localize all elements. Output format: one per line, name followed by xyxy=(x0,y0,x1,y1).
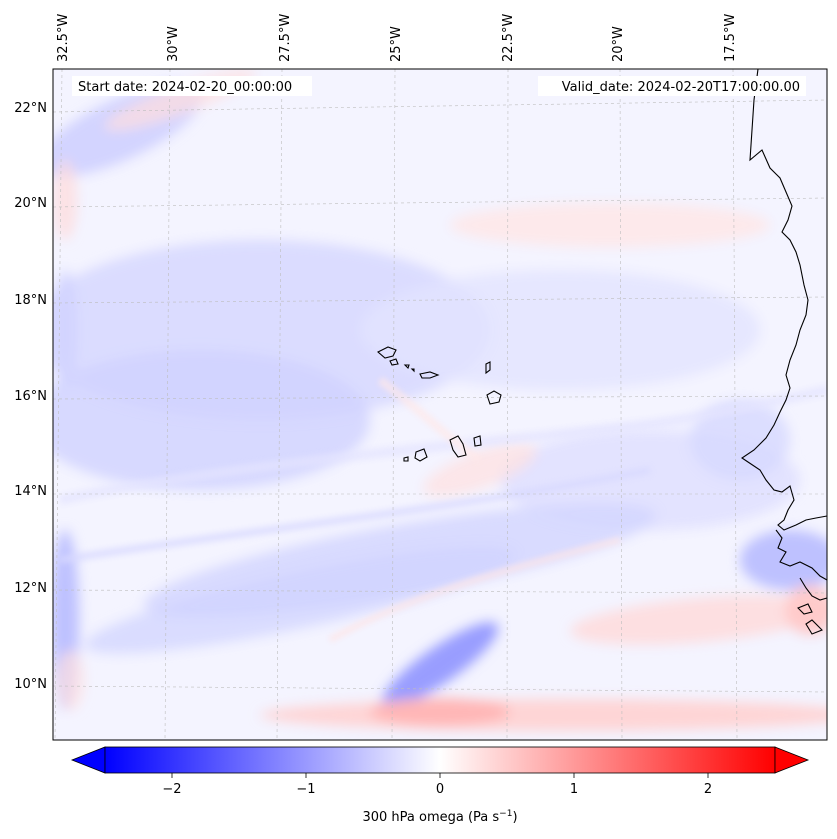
colorbar-label: 300 hPa omega (Pa s−1) xyxy=(362,809,517,825)
lat-tick-10: 10°N xyxy=(14,677,47,692)
lon-tick-30: 30°W xyxy=(166,26,181,62)
colorbar-tick-label: −1 xyxy=(296,782,315,797)
lat-tick-22: 22°N xyxy=(14,101,47,116)
colorbar-tick-label: 1 xyxy=(570,782,578,797)
lon-tick-20: 20°W xyxy=(611,26,626,62)
colorbar-gradient xyxy=(104,746,776,774)
lat-tick-18: 18°N xyxy=(14,293,47,308)
latitude-ticks: 22°N 20°N 18°N 16°N 14°N 12°N 10°N xyxy=(14,101,47,692)
lon-tick-17-5: 17.5°W xyxy=(723,14,738,62)
valid-date-box xyxy=(538,76,806,96)
lat-tick-14: 14°N xyxy=(14,484,47,499)
lon-tick-25: 25°W xyxy=(389,26,404,62)
plot-frame xyxy=(52,68,828,741)
africa-coastline xyxy=(741,68,828,635)
omega-field xyxy=(53,69,827,740)
longitude-ticks: 32.5°W 30°W 27.5°W 25°W 22.5°W 20°W 17.5… xyxy=(56,14,738,62)
lat-tick-16: 16°N xyxy=(14,389,47,404)
graticule xyxy=(53,69,827,740)
colorbar-tick-label: 0 xyxy=(436,782,444,797)
start-date-box xyxy=(72,76,312,96)
colorbar-tick-label: 2 xyxy=(704,782,712,797)
colorbar-min-extend xyxy=(70,746,106,774)
lat-tick-12: 12°N xyxy=(14,581,47,596)
colorbar: −2 −1 0 1 2 300 hPa omega (Pa s−1) xyxy=(70,746,810,825)
lon-tick-22-5: 22.5°W xyxy=(501,14,516,62)
start-date-label: Start date: 2024-02-20_00:00:00 xyxy=(78,80,292,95)
valid-date-label: Valid_date: 2024-02-20T17:00:00.00 xyxy=(562,80,800,95)
colorbar-tick-label: −2 xyxy=(162,782,181,797)
colorbar-max-extend xyxy=(774,746,810,774)
lat-tick-20: 20°N xyxy=(14,196,47,211)
lon-tick-32-5: 32.5°W xyxy=(56,14,71,62)
lon-tick-27-5: 27.5°W xyxy=(278,14,293,62)
colorbar-ticks: −2 −1 0 1 2 xyxy=(162,773,712,797)
cabo-verde-islands xyxy=(377,346,502,462)
